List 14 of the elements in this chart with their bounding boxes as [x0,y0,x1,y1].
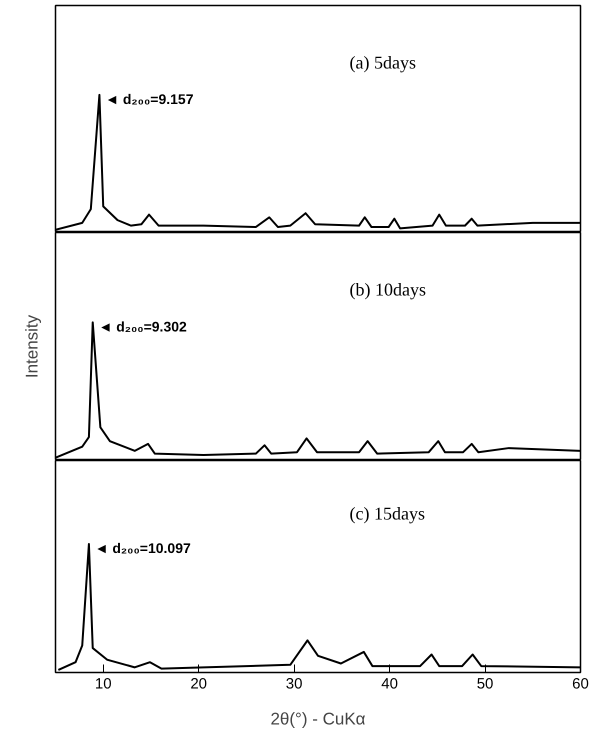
x-axis-title: 2θ(°) - CuKα [270,710,366,728]
x-tick-label: 30 [286,676,302,692]
annotation: ◄ d₂₀₀=10.097 [94,540,191,556]
text: (b) 10days [350,280,426,300]
y-axis-title: Intensity [22,314,42,378]
annotation: ◄ d₂₀₀=9.157 [105,90,194,107]
x-tick-label: 50 [476,676,494,692]
annotation: ◄ d₂₀₀=9.302 [98,318,188,334]
x-tick-label: 10 [94,676,112,692]
x-tick-label: 60 [572,676,589,692]
text: (c) 15days [350,504,425,524]
x-tick-label: 20 [190,676,208,692]
text: (a) 5days [350,52,416,72]
x-tick-label: 40 [381,676,398,692]
